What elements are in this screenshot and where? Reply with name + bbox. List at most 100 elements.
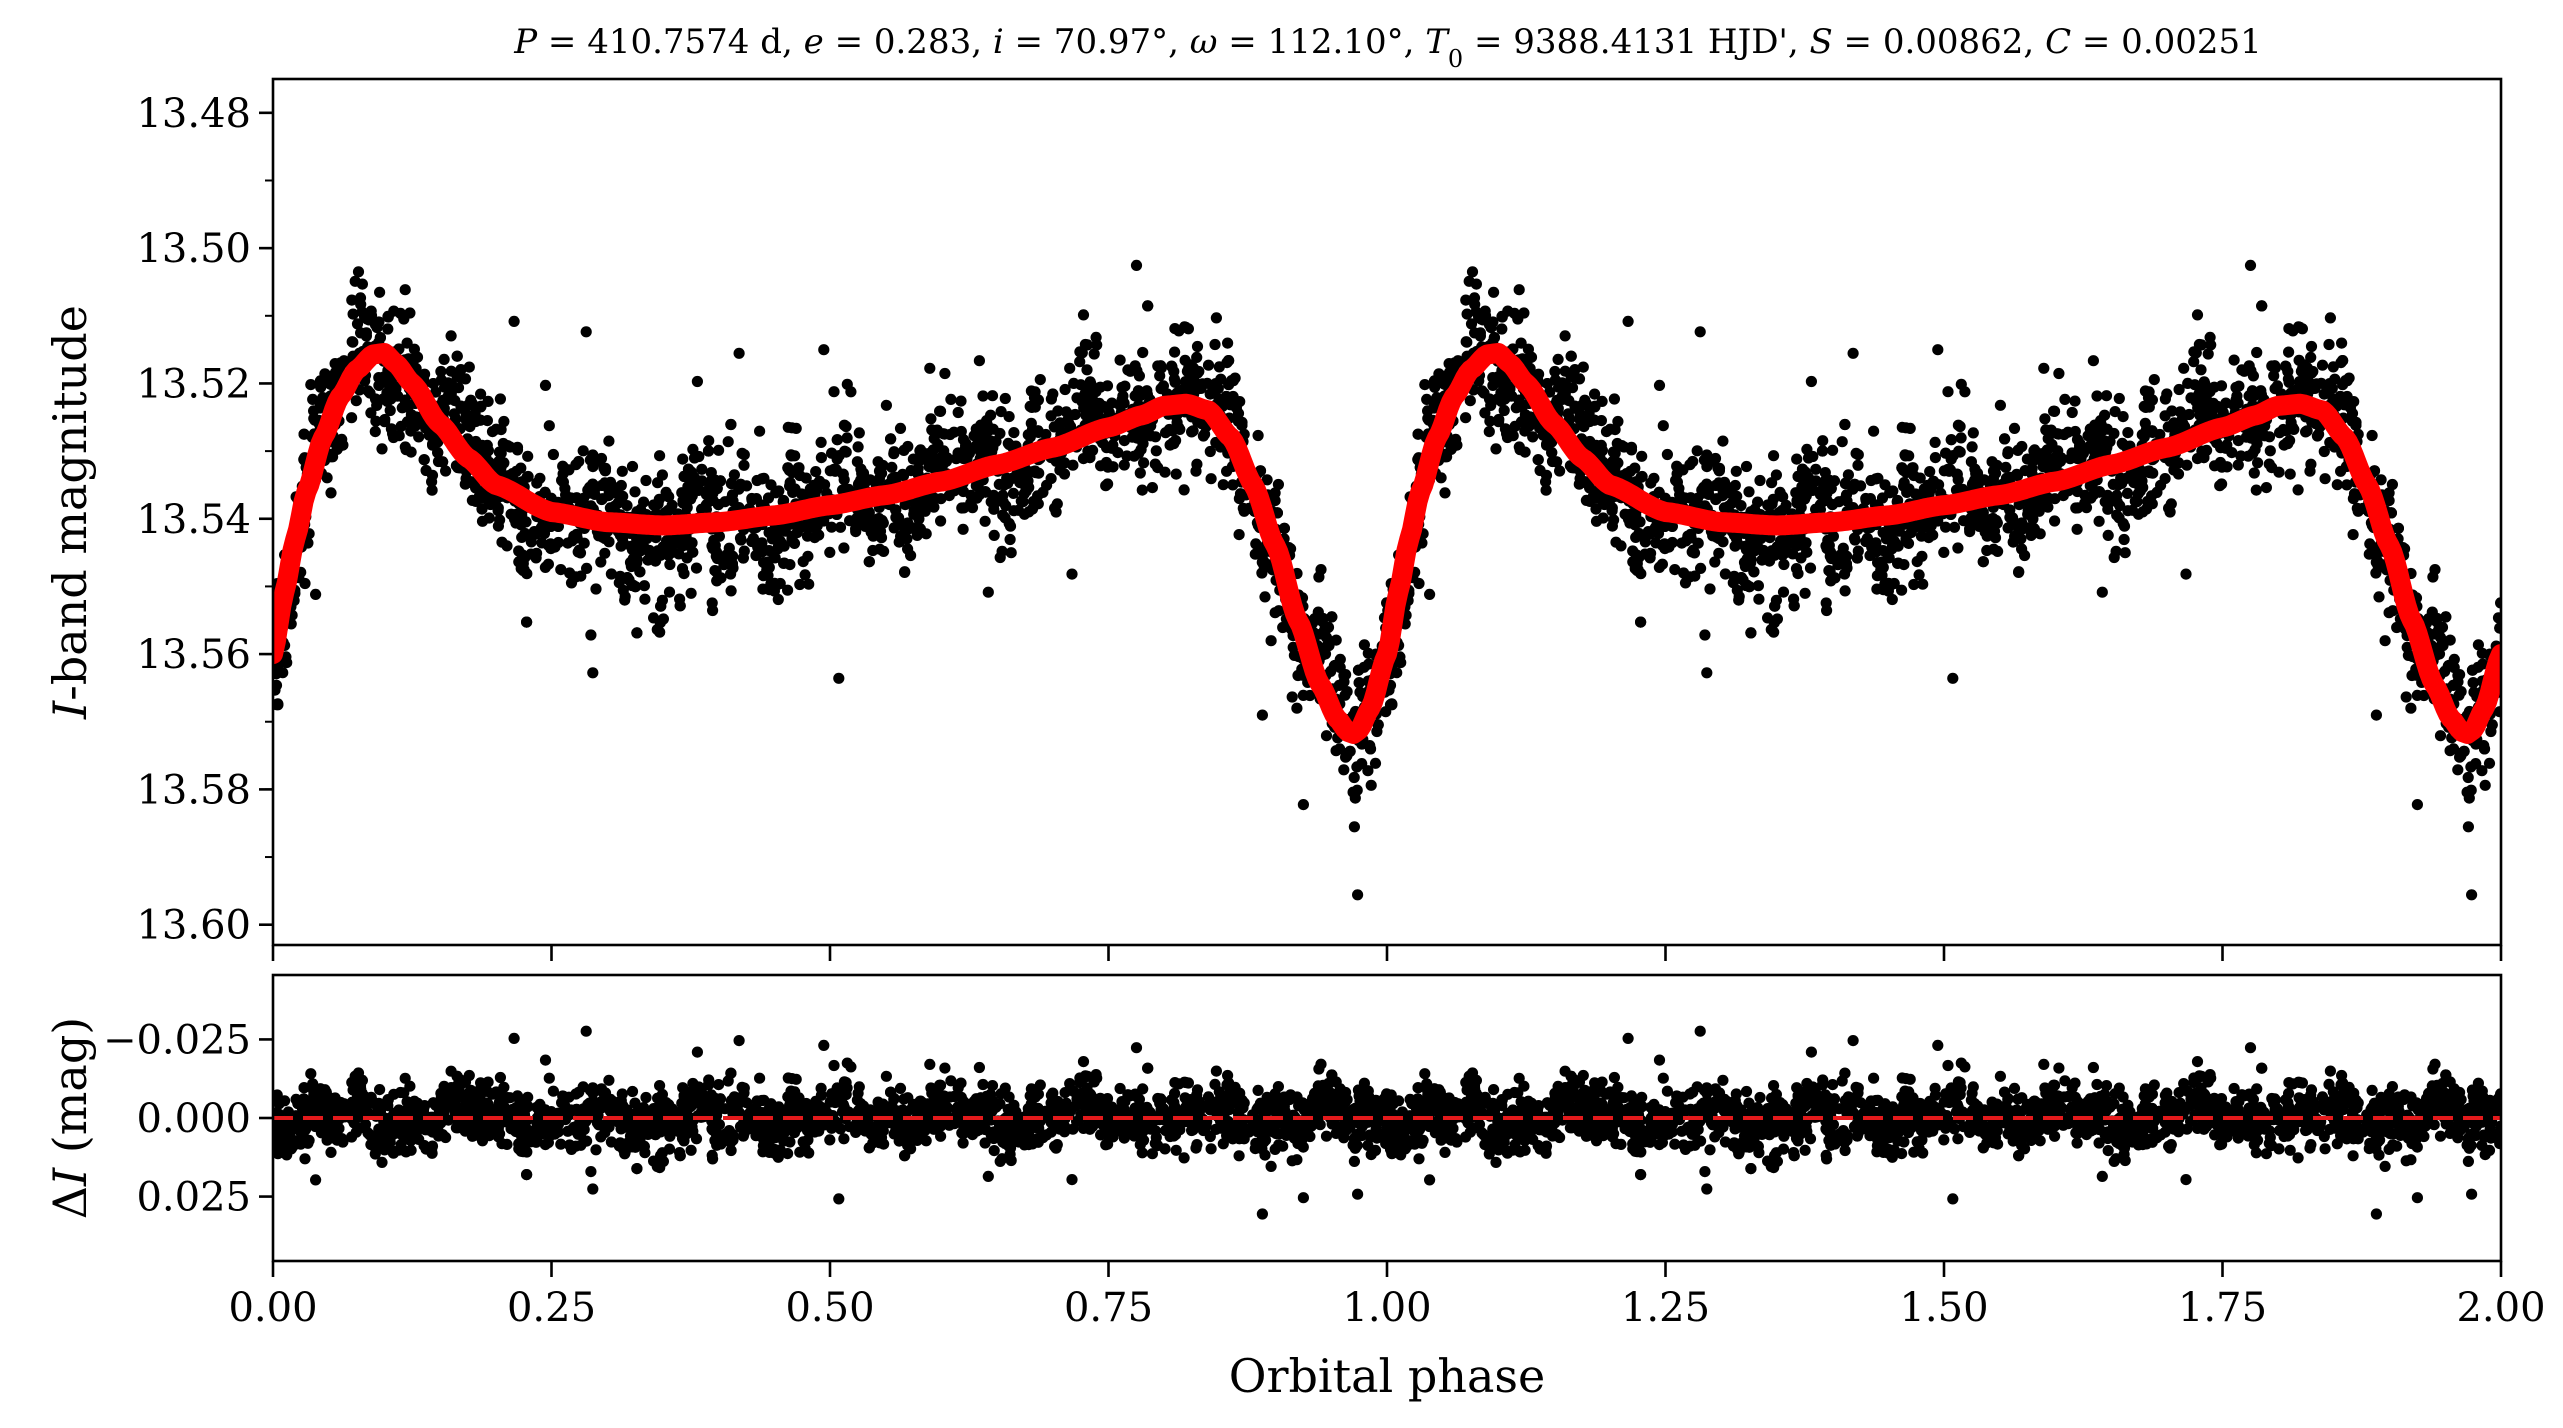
data-point bbox=[1827, 444, 1839, 456]
data-point bbox=[2319, 473, 2331, 485]
data-point bbox=[2350, 419, 2362, 431]
data-point bbox=[2122, 427, 2134, 439]
data-point bbox=[838, 542, 850, 554]
data-point bbox=[794, 578, 806, 591]
data-point bbox=[2009, 530, 2021, 542]
data-point bbox=[1466, 266, 1479, 278]
data-point bbox=[2251, 438, 2263, 450]
data-point bbox=[1349, 792, 1361, 804]
data-point bbox=[1940, 447, 1952, 459]
data-point bbox=[754, 425, 766, 437]
data-point bbox=[1118, 459, 1130, 471]
data-point bbox=[1136, 484, 1148, 496]
data-point bbox=[1840, 558, 1852, 570]
data-point bbox=[1395, 657, 1407, 669]
data-point bbox=[982, 586, 994, 598]
data-point bbox=[401, 337, 413, 349]
data-point bbox=[1326, 611, 1338, 623]
data-point bbox=[580, 326, 592, 338]
data-point bbox=[2386, 478, 2398, 491]
data-point bbox=[1317, 612, 1329, 625]
data-point bbox=[1828, 475, 1840, 487]
data-point bbox=[399, 284, 411, 296]
y-tick-label: 13.52 bbox=[136, 361, 251, 407]
data-point bbox=[1969, 517, 1981, 530]
data-point bbox=[2053, 367, 2065, 380]
data-point bbox=[525, 548, 537, 560]
data-point bbox=[1204, 445, 1216, 458]
data-point bbox=[639, 593, 651, 605]
data-point bbox=[737, 552, 749, 564]
data-point bbox=[1593, 440, 1605, 452]
data-point bbox=[1132, 385, 1144, 397]
data-point bbox=[1687, 455, 1699, 468]
data-point bbox=[2266, 462, 2278, 474]
data-point bbox=[1825, 575, 1837, 587]
data-point bbox=[2293, 376, 2306, 388]
data-point bbox=[2126, 504, 2139, 516]
data-point bbox=[1872, 472, 1884, 484]
data-point bbox=[1236, 419, 1248, 431]
data-point bbox=[1008, 427, 1020, 439]
data-point bbox=[557, 460, 569, 472]
data-point bbox=[937, 459, 949, 471]
data-point bbox=[590, 583, 602, 595]
residual-data-points bbox=[273, 1025, 2501, 1220]
data-point bbox=[359, 311, 371, 323]
residual-point bbox=[310, 1174, 322, 1186]
data-point bbox=[894, 422, 907, 434]
data-point bbox=[1791, 453, 1803, 465]
data-point bbox=[654, 450, 666, 462]
data-point bbox=[2327, 361, 2339, 373]
data-point bbox=[1372, 719, 1384, 731]
y-tick-label: 13.56 bbox=[136, 632, 251, 678]
data-point bbox=[543, 420, 555, 432]
data-point bbox=[1138, 457, 1150, 469]
data-point bbox=[2448, 743, 2460, 755]
data-point bbox=[1137, 438, 1149, 450]
data-point bbox=[988, 529, 1000, 542]
data-point bbox=[1771, 613, 1783, 625]
data-point bbox=[974, 424, 986, 436]
data-point bbox=[1635, 616, 1647, 628]
data-point bbox=[1929, 452, 1941, 464]
data-point bbox=[725, 493, 737, 505]
data-point bbox=[2195, 364, 2207, 376]
data-point bbox=[616, 465, 628, 477]
data-point bbox=[1852, 459, 1864, 471]
data-point bbox=[687, 443, 699, 455]
data-point bbox=[1259, 591, 1271, 603]
data-point bbox=[1230, 402, 1242, 414]
data-point bbox=[1559, 365, 1571, 377]
data-point bbox=[1365, 779, 1377, 791]
data-point bbox=[483, 512, 495, 524]
data-point bbox=[1261, 474, 1273, 486]
data-point bbox=[555, 564, 567, 576]
data-point bbox=[2495, 597, 2501, 609]
data-point bbox=[2190, 347, 2202, 359]
y-tick-label: 13.48 bbox=[136, 91, 251, 137]
data-point bbox=[1630, 531, 1642, 544]
title-part: 0 bbox=[1448, 45, 1463, 73]
data-point bbox=[2181, 459, 2193, 471]
data-point bbox=[2282, 365, 2294, 378]
data-point bbox=[631, 627, 643, 639]
data-point bbox=[2118, 533, 2130, 546]
data-point bbox=[1991, 517, 2003, 529]
data-point bbox=[769, 577, 781, 589]
data-point bbox=[511, 444, 524, 456]
top-y-axis-label: I-band magnitude bbox=[43, 305, 97, 720]
data-point bbox=[1469, 298, 1481, 310]
data-point bbox=[1217, 479, 1229, 491]
data-point bbox=[2140, 401, 2152, 413]
data-point bbox=[2034, 528, 2046, 540]
data-point bbox=[2406, 669, 2418, 682]
data-point bbox=[2437, 639, 2449, 652]
data-point bbox=[2452, 764, 2464, 776]
data-point bbox=[1191, 340, 1204, 353]
data-point bbox=[1478, 387, 1490, 399]
data-point bbox=[2247, 447, 2259, 459]
data-point bbox=[1107, 461, 1119, 473]
data-point bbox=[2326, 382, 2338, 394]
